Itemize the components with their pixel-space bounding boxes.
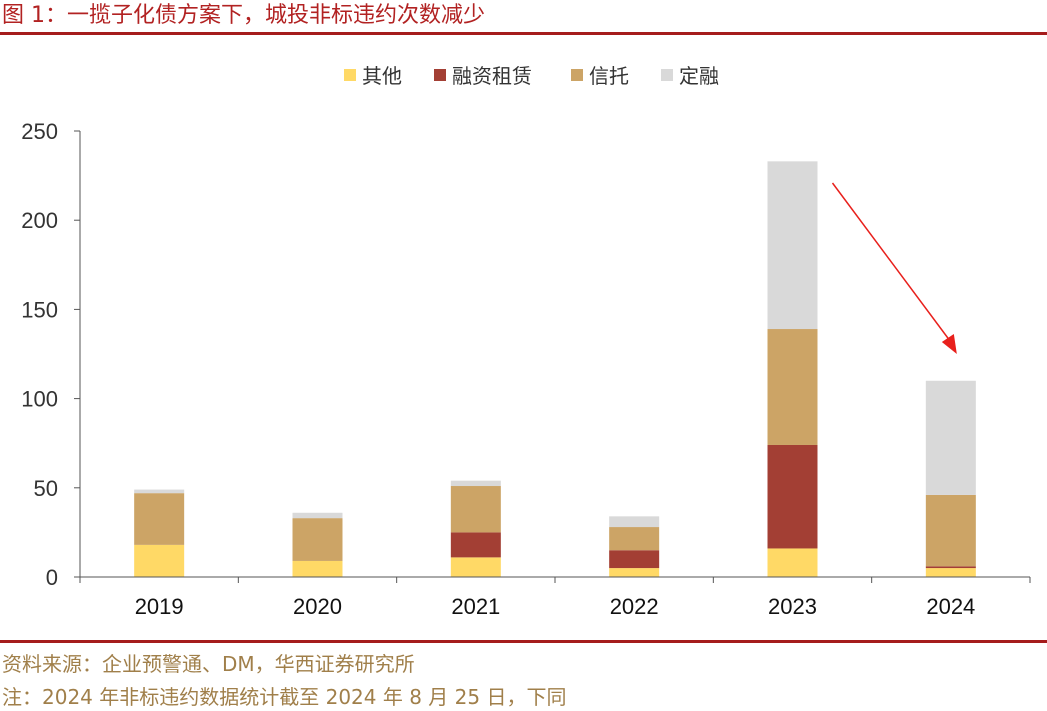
legend-swatch xyxy=(571,69,583,81)
y-tick-label: 100 xyxy=(21,387,58,412)
bar-segment xyxy=(134,493,185,545)
bar-segment xyxy=(609,550,660,569)
legend-label: 融资租赁 xyxy=(452,64,532,88)
y-axis: 0 50 100 150 200 250 xyxy=(21,119,81,590)
bar-segment xyxy=(450,557,501,577)
bar-segment xyxy=(134,544,185,577)
bar-segment xyxy=(134,489,185,494)
bar-segment xyxy=(925,566,976,569)
y-tick-label: 250 xyxy=(21,119,58,144)
x-tick-label: 2023 xyxy=(768,594,817,619)
bar-segment xyxy=(450,532,501,558)
data-note: 注：2024 年非标违约数据统计截至 2024 年 8 月 25 日，下同 xyxy=(2,685,567,709)
legend-swatch xyxy=(344,69,356,81)
legend-label: 其他 xyxy=(362,64,402,88)
y-tick-label: 200 xyxy=(21,208,58,233)
bar-segment xyxy=(925,380,976,495)
bar-segment xyxy=(609,516,660,528)
x-tick-label: 2019 xyxy=(135,594,184,619)
bar-segment xyxy=(450,480,501,487)
x-tick-label: 2020 xyxy=(293,594,342,619)
footer-rule xyxy=(0,640,1047,643)
x-tick-label: 2024 xyxy=(926,594,975,619)
bar-segment xyxy=(767,548,818,577)
bar-segment xyxy=(767,161,818,330)
bar-segment xyxy=(609,527,660,551)
bar-segment xyxy=(609,568,660,577)
x-tick-label: 2022 xyxy=(610,594,659,619)
figure-title: 图 1：一揽子化债方案下，城投非标违约次数减少 xyxy=(2,3,485,28)
bar-segment xyxy=(292,560,343,577)
legend-swatch xyxy=(661,69,673,81)
bar-segment xyxy=(925,568,976,577)
bar-segment xyxy=(767,444,818,549)
y-tick-label: 50 xyxy=(34,476,58,501)
bar-segment xyxy=(925,494,976,567)
bars xyxy=(134,161,976,577)
chart-legend: 其他 融资租赁 信托 定融 xyxy=(344,64,719,88)
bar-segment xyxy=(767,329,818,445)
x-tick-label: 2021 xyxy=(451,594,500,619)
bar-segment xyxy=(292,518,343,561)
bar-segment xyxy=(450,486,501,533)
trend-annotation xyxy=(831,182,957,354)
x-axis: 2019 2020 2021 2022 2023 2024 xyxy=(79,576,1031,619)
source-note: 资料来源：企业预警通、DM，华西证券研究所 xyxy=(2,652,415,676)
legend-swatch xyxy=(434,69,446,81)
bar-segment xyxy=(292,512,343,519)
y-tick-label: 0 xyxy=(46,565,58,590)
title-rule xyxy=(0,32,1047,35)
legend-label: 信托 xyxy=(589,64,629,88)
y-tick-label: 150 xyxy=(21,297,58,322)
legend-label: 定融 xyxy=(679,64,719,88)
trend-arrow-head xyxy=(941,334,957,354)
trend-arrow-line xyxy=(831,182,952,343)
